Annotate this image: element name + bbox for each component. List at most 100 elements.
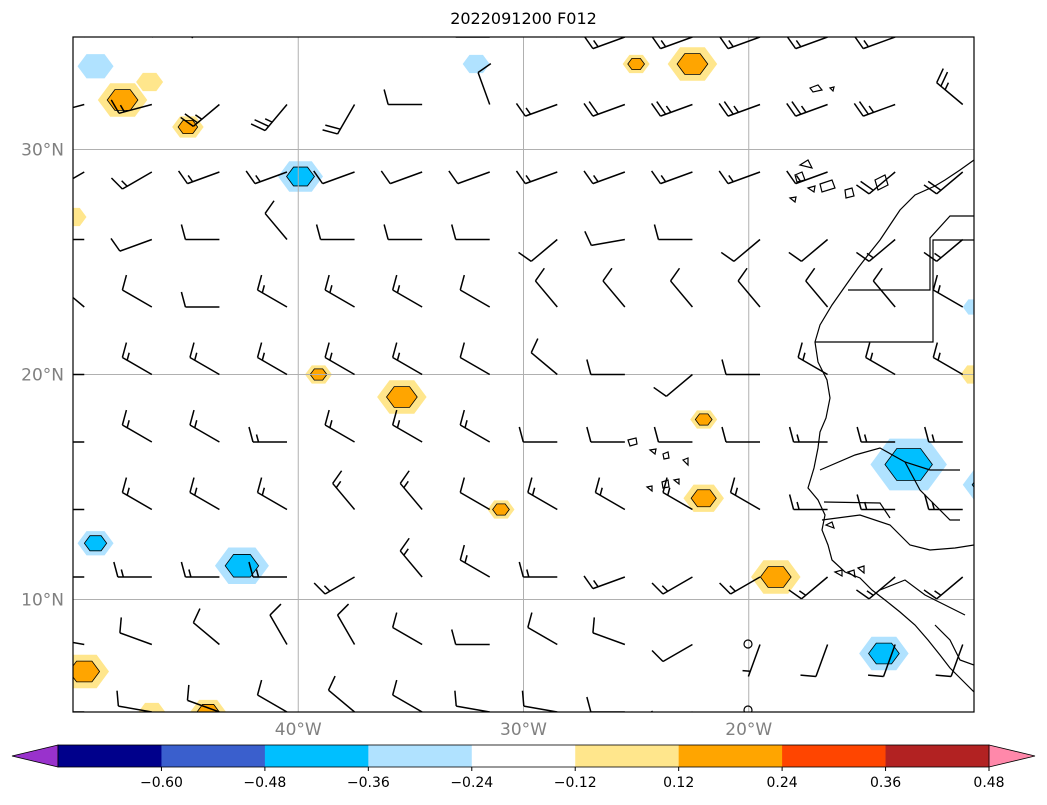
barb-half	[802, 352, 806, 361]
barb-staff	[264, 104, 288, 132]
wind-barb	[855, 171, 896, 195]
barb-full	[121, 342, 128, 358]
barb-staff	[530, 238, 558, 262]
wind-barb	[518, 426, 558, 443]
barb-staff	[662, 491, 693, 511]
barb-full	[719, 582, 732, 595]
anomaly-blob-19	[962, 299, 974, 315]
barb-full	[180, 224, 187, 240]
wind-barb	[594, 477, 626, 511]
wind-barb	[583, 37, 626, 50]
barb-staff	[459, 289, 491, 308]
barb-full	[113, 561, 119, 578]
barb-full	[856, 426, 862, 443]
colorbar-segment	[264, 745, 369, 767]
barb-staff	[932, 289, 964, 308]
wind-barb	[729, 477, 761, 511]
lat-label: 30°N	[21, 141, 64, 161]
barb-staff	[257, 289, 288, 308]
wind-barb	[116, 690, 152, 712]
wind-barb	[515, 170, 558, 185]
barb-staff	[73, 171, 85, 180]
barb-full	[180, 291, 187, 308]
barb-staff	[122, 171, 153, 190]
barb-staff	[865, 356, 896, 376]
barb-half	[868, 105, 875, 113]
wind-barb	[459, 274, 491, 308]
barb-half	[126, 420, 130, 428]
barb-full	[324, 409, 330, 426]
barb-full	[651, 582, 664, 595]
barb-full	[923, 589, 938, 600]
barb-full	[248, 426, 254, 443]
wind-barb	[121, 477, 153, 511]
barb-half	[255, 174, 261, 183]
coastlines	[627, 84, 974, 712]
barb-full	[856, 494, 862, 510]
colorbar-segment	[782, 745, 887, 767]
blob-outer-contour	[962, 469, 974, 500]
barb-full	[651, 37, 662, 50]
wind-barb	[332, 470, 356, 510]
wind-barb	[788, 576, 829, 600]
barb-half	[866, 590, 874, 596]
barb-full	[788, 251, 802, 262]
barb-full	[923, 184, 938, 195]
barb-full	[583, 102, 594, 117]
cape-verde	[627, 437, 689, 493]
barb-staff	[660, 171, 693, 185]
colorbar-segment	[471, 745, 576, 767]
barb-full	[248, 561, 254, 578]
anomaly-blob-17	[870, 438, 947, 491]
wind-barb	[669, 267, 694, 308]
barb-full	[868, 674, 884, 678]
wind-barb	[737, 267, 761, 308]
barb-full	[459, 274, 466, 291]
barb-staff	[399, 550, 423, 578]
barb-staff	[534, 280, 558, 308]
barb-staff	[815, 644, 829, 677]
wind-barb	[324, 274, 355, 308]
barb-full	[650, 102, 662, 117]
barb-staff	[459, 356, 491, 376]
wind-barb	[586, 696, 625, 712]
barb-full	[650, 170, 662, 185]
anomaly-blob-0	[77, 54, 114, 79]
wind-barb	[450, 224, 490, 241]
barb-full	[720, 251, 735, 262]
wind-barb	[936, 68, 964, 106]
barb-full	[250, 123, 266, 132]
barb-full	[927, 180, 942, 191]
barb-half	[335, 480, 342, 489]
border-guinea	[821, 514, 974, 551]
barb-full	[459, 477, 466, 493]
barb-full	[718, 170, 729, 185]
blob-outer-contour	[138, 702, 166, 712]
barb-full	[935, 674, 952, 678]
wind-barb	[73, 441, 85, 443]
wind-barb	[853, 101, 896, 117]
barb-staff	[662, 576, 693, 595]
barb-half	[934, 590, 942, 596]
wind-barb	[73, 103, 85, 109]
wind-barb	[324, 342, 355, 376]
barb-full	[797, 342, 803, 358]
barb-staff	[523, 705, 558, 712]
barb-half	[126, 352, 130, 361]
barb-full	[337, 603, 350, 616]
wind-barb	[324, 409, 355, 443]
barb-staff	[122, 289, 153, 308]
wind-barb	[256, 342, 288, 376]
barb-half	[800, 105, 807, 113]
barb-staff	[862, 37, 896, 50]
anomaly-blob-2	[136, 72, 164, 92]
wind-barb	[73, 238, 85, 241]
wind-barb	[653, 224, 693, 241]
barb-full	[459, 342, 466, 358]
barb-half	[866, 252, 874, 259]
wind-barb	[189, 342, 220, 376]
barb-staff	[336, 104, 356, 135]
wind-barb	[720, 238, 761, 262]
barb-full	[313, 582, 326, 595]
wind-barb	[864, 342, 896, 376]
